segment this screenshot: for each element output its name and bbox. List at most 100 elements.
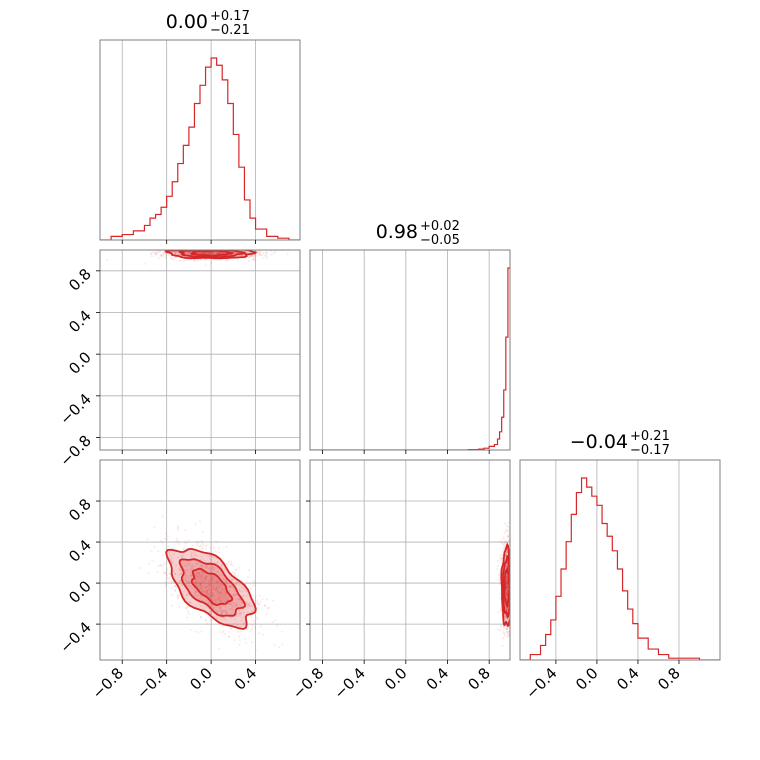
scatter-point <box>242 622 245 625</box>
grid <box>100 460 300 660</box>
scatter-point <box>220 599 223 602</box>
scatter-point <box>256 606 259 609</box>
scatter-point <box>202 543 205 547</box>
scatter-point <box>167 577 171 580</box>
scatter-point <box>168 254 171 257</box>
scatter-point <box>235 583 238 586</box>
scatter-point <box>505 581 509 585</box>
scatter-point <box>209 582 212 585</box>
scatter-point <box>188 563 191 566</box>
scatter-point <box>505 586 508 589</box>
scatter-point <box>217 252 220 255</box>
scatter-point <box>198 581 201 585</box>
scatter-point <box>259 250 263 253</box>
scatter-point <box>174 251 177 254</box>
scatter-point <box>505 551 508 554</box>
scatter-point <box>190 565 194 568</box>
scatter-point <box>225 611 228 615</box>
scatter-point <box>201 590 204 594</box>
scatter-point <box>211 252 215 255</box>
scatter-point <box>219 590 222 594</box>
scatter-point <box>205 545 208 548</box>
scatter-point <box>254 595 257 598</box>
scatter-point <box>181 554 185 557</box>
scatter-point <box>232 602 235 605</box>
panel-title-2: −0.04 +0.21−0.17 <box>570 429 670 458</box>
scatter-point <box>175 540 178 543</box>
scatter-point <box>157 564 160 568</box>
scatter-point <box>507 533 510 536</box>
scatter-point <box>203 258 206 261</box>
scatter-point <box>231 578 234 581</box>
scatter-point <box>211 586 215 589</box>
scatter-point <box>198 574 201 578</box>
title-lower-error: −0.05 <box>420 233 460 248</box>
scatter-point <box>209 574 212 577</box>
scatter-point <box>215 598 218 602</box>
scatter-point <box>221 609 224 613</box>
scatter-point <box>503 542 506 545</box>
scatter-point <box>245 594 248 598</box>
scatter-point <box>225 563 229 566</box>
scatter-point <box>177 596 180 599</box>
scatter-point <box>228 634 231 638</box>
scatter-point <box>176 251 179 255</box>
scatter-point <box>152 250 155 253</box>
scatter-point <box>208 577 211 580</box>
scatter-point <box>194 551 197 554</box>
scatter-point <box>177 250 180 254</box>
scatter-point <box>181 561 184 564</box>
scatter-point <box>217 592 220 596</box>
scatter-point <box>504 528 508 531</box>
scatter-point <box>216 252 220 255</box>
scatter-point <box>194 582 197 585</box>
scatter-point <box>221 586 224 589</box>
scatter-point <box>208 251 211 254</box>
scatter-point <box>497 573 501 576</box>
scatter-point <box>505 591 508 595</box>
scatter-point <box>182 259 185 263</box>
scatter-point <box>150 255 154 258</box>
scatter-point <box>227 594 230 598</box>
scatter-point <box>218 605 221 608</box>
scatter-point <box>208 252 211 255</box>
scatter-point <box>164 581 167 584</box>
scatter-point <box>216 591 219 594</box>
scatter-point <box>505 589 509 592</box>
panel-1-1 <box>309 249 511 451</box>
scatter-point <box>265 598 269 601</box>
title-upper-error: +0.21 <box>630 429 670 444</box>
scatter-point <box>224 609 228 612</box>
scatter-point <box>189 551 193 554</box>
scatter-point <box>200 575 203 578</box>
scatter-point <box>505 594 509 598</box>
y-tick-label: −0.8 <box>56 432 94 470</box>
panel-title-0: 0.00 +0.17−0.21 <box>166 9 250 38</box>
scatter-point <box>215 586 218 590</box>
scatter-point <box>249 604 252 608</box>
scatter-point <box>506 607 509 610</box>
scatter-point <box>185 593 188 597</box>
scatter-point <box>159 254 163 257</box>
scatter-point <box>169 558 172 561</box>
x-tick-label: 0.0 <box>381 664 411 694</box>
scatter-point <box>190 574 193 578</box>
scatter-point <box>506 586 509 589</box>
scatter-point <box>186 561 189 565</box>
scatter-point <box>210 605 213 608</box>
scatter-point <box>159 539 162 542</box>
scatter-point <box>222 609 226 613</box>
scatter-point <box>195 590 198 593</box>
scatter-point <box>248 256 251 259</box>
scatter-point <box>199 594 202 597</box>
scatter-point <box>159 254 163 257</box>
scatter-point <box>210 251 213 254</box>
scatter-point <box>274 250 277 253</box>
scatter-point <box>166 576 169 579</box>
scatter-point <box>233 574 237 577</box>
scatter-point <box>249 255 253 258</box>
scatter-point <box>156 571 159 574</box>
scatter-point <box>223 592 227 595</box>
grid <box>310 460 510 660</box>
